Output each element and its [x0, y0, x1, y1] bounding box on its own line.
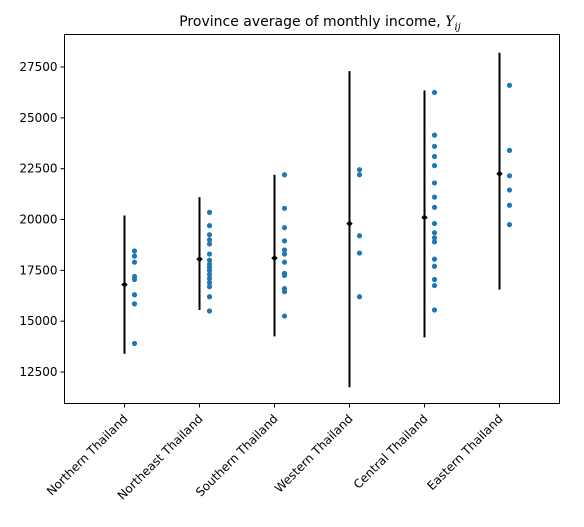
data-point: [431, 163, 438, 169]
y-tick-label: 12500: [19, 365, 57, 379]
data-point: [431, 180, 438, 186]
data-point: [206, 232, 213, 238]
x-tick-label: Northern Thailand: [44, 412, 131, 499]
data-point: [431, 143, 438, 149]
y-tick-label: 22500: [19, 162, 57, 176]
data-point: [206, 271, 213, 278]
data-point: [206, 279, 213, 286]
data-point: [506, 187, 513, 193]
y-tick-label: 20000: [19, 213, 57, 227]
plot-area: [121, 52, 513, 388]
y-tick-label: 27500: [19, 60, 57, 74]
data-point: [131, 340, 138, 347]
chart-title-math-sub: ij: [454, 22, 460, 33]
data-point: [281, 238, 288, 244]
data-point: [206, 241, 213, 247]
data-point: [206, 275, 213, 282]
mean-marker: [346, 220, 353, 227]
data-point: [431, 204, 438, 210]
data-point: [431, 194, 438, 200]
data-point: [281, 313, 288, 319]
data-point: [281, 259, 288, 265]
data-point: [131, 253, 138, 259]
data-point: [131, 301, 138, 307]
mean-marker: [196, 255, 203, 263]
data-point: [206, 257, 213, 263]
data-point: [356, 167, 363, 173]
x-tick-label: Southern Thailand: [193, 412, 281, 500]
data-point: [431, 89, 438, 96]
data-point: [206, 251, 213, 257]
data-point: [131, 273, 138, 280]
data-point: [431, 230, 438, 236]
mean-marker: [121, 281, 128, 288]
x-tick-label: Eastern Thailand: [424, 412, 505, 493]
data-point: [206, 283, 213, 290]
data-point: [431, 282, 438, 289]
data-point: [206, 294, 213, 300]
data-point: [431, 256, 438, 262]
data-point: [506, 221, 513, 228]
data-point: [431, 220, 438, 227]
data-point: [431, 307, 438, 313]
data-point: [206, 209, 213, 215]
data-point: [356, 294, 363, 300]
data-point: [431, 235, 438, 241]
data-point: [131, 248, 138, 254]
chart-title-text: Province average of monthly income,: [179, 14, 445, 30]
data-point: [356, 233, 363, 239]
data-point: [356, 250, 363, 256]
data-point: [431, 132, 438, 138]
data-point: [281, 251, 288, 257]
data-point: [281, 205, 288, 211]
x-tick-label: Northeast Thailand: [115, 412, 206, 503]
x-tick-label: Western Thailand: [272, 412, 356, 496]
data-point: [356, 172, 363, 178]
y-tick-label: 17500: [19, 263, 57, 277]
data-point: [281, 270, 288, 276]
chart-title-math: Y: [445, 14, 456, 30]
data-point: [131, 259, 138, 265]
data-point: [506, 147, 513, 153]
x-tick-label: Central Thailand: [351, 412, 431, 492]
axes-frame: [64, 34, 560, 404]
data-point: [206, 237, 213, 243]
mean-marker: [271, 254, 278, 262]
data-point: [131, 292, 138, 298]
data-point: [206, 223, 213, 229]
data-point: [281, 247, 288, 253]
mean-marker: [496, 170, 503, 177]
data-point: [431, 263, 438, 269]
chart-title: Province average of monthly income, Yij: [179, 14, 461, 33]
data-point: [431, 239, 438, 245]
data-point: [506, 202, 513, 208]
y-tick-label: 15000: [19, 314, 57, 328]
mean-marker: [421, 214, 428, 221]
data-point: [281, 225, 288, 231]
data-point: [506, 173, 513, 179]
data-point: [206, 308, 213, 314]
data-point: [281, 286, 288, 292]
data-point: [206, 261, 213, 267]
axes: 12500 15000 17500 20000 22500 25000 27500 North…: [19, 60, 505, 503]
y-tick-label: 25000: [19, 111, 57, 125]
data-point: [431, 153, 438, 160]
data-point: [431, 276, 438, 283]
data-point: [506, 82, 513, 88]
data-point: [281, 172, 288, 178]
